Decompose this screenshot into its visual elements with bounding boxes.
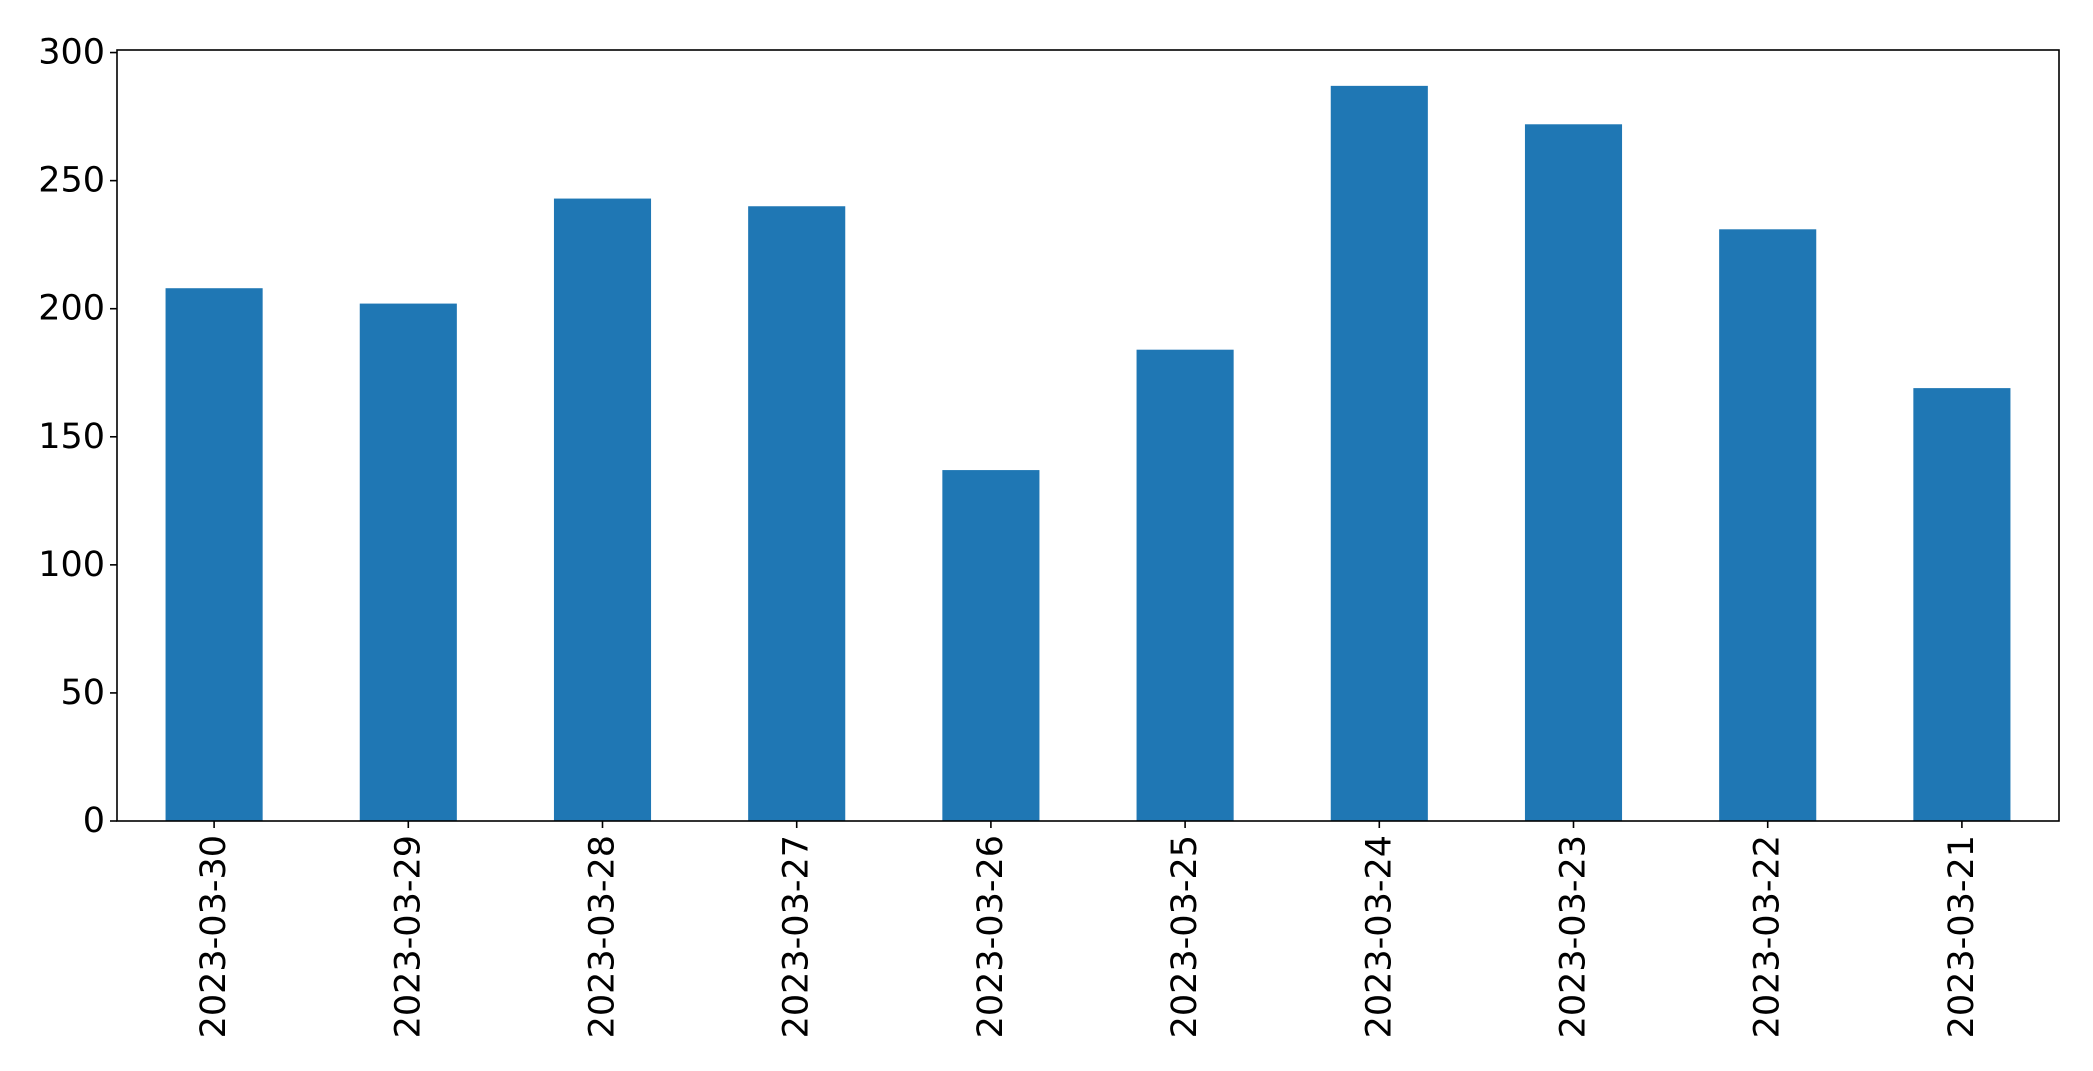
y-tick-label: 300 (38, 33, 105, 73)
x-tick-label: 2023-03-22 (1748, 835, 1788, 1038)
bar-2023-03-27 (748, 206, 846, 822)
bar-2023-03-29 (359, 303, 457, 821)
x-tick-label: 2023-03-24 (1359, 835, 1399, 1038)
y-tick-label: 150 (38, 417, 105, 457)
x-tick-label: 2023-03-23 (1554, 835, 1594, 1038)
y-axis: 0 50 100 150 200 250 300 (38, 33, 117, 841)
y-tick-label: 50 (60, 673, 105, 713)
x-tick-label: 2023-03-25 (1165, 835, 1205, 1038)
bar-2023-03-22 (1719, 229, 1817, 822)
bar-2023-03-24 (1330, 85, 1428, 821)
bars-group (165, 85, 2011, 822)
y-tick-label: 250 (38, 161, 105, 201)
x-tick-label: 2023-03-21 (1942, 835, 1982, 1038)
y-tick-label: 200 (38, 289, 105, 329)
y-tick-label: 0 (83, 801, 105, 841)
bar-2023-03-23 (1524, 124, 1623, 821)
x-axis: 2023-03-30 2023-03-29 2023-03-28 2023-03-27… (194, 821, 1982, 1038)
x-tick-label: 2023-03-29 (388, 835, 428, 1038)
bar-2023-03-21 (1913, 388, 2011, 821)
x-tick-label: 2023-03-27 (777, 835, 817, 1038)
bar-2023-03-30 (165, 288, 263, 821)
x-tick-label: 2023-03-26 (971, 835, 1011, 1038)
x-tick-label: 2023-03-30 (194, 835, 234, 1038)
bar-2023-03-28 (553, 198, 652, 821)
x-tick-label: 2023-03-28 (583, 835, 623, 1038)
y-tick-label: 100 (38, 545, 105, 585)
bar-2023-03-25 (1136, 349, 1234, 821)
plot-frame (116, 49, 2060, 822)
bar-2023-03-26 (942, 470, 1040, 821)
